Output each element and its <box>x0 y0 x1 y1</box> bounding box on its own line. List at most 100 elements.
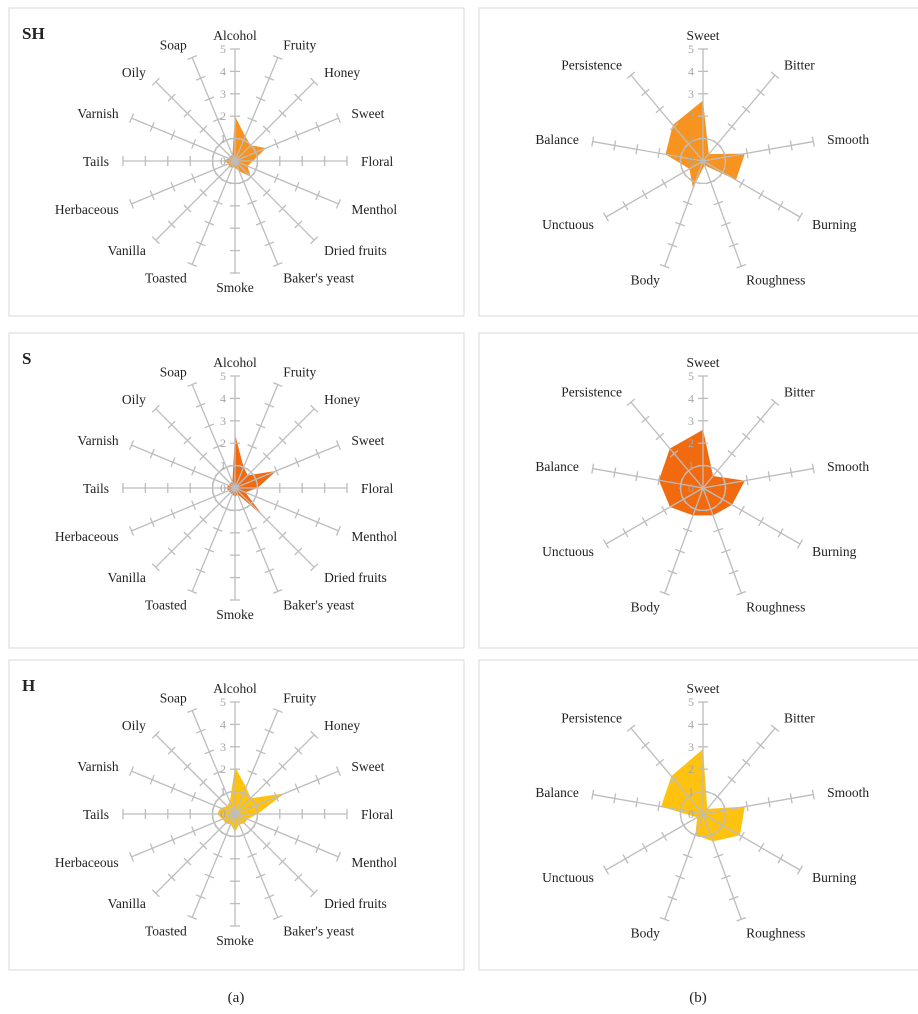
axis-tick <box>661 831 668 842</box>
axis-tick <box>191 791 197 802</box>
axis-tick <box>170 457 176 468</box>
axis-tick <box>294 873 303 882</box>
axis-tick <box>335 198 341 209</box>
axis-tick <box>170 130 176 141</box>
axis-tick <box>199 125 208 134</box>
axis-tick <box>187 708 198 714</box>
axis-label: Dried fruits <box>324 243 387 258</box>
axis-tick <box>657 801 661 812</box>
axis-tick <box>187 588 198 594</box>
axis-label: Honey <box>324 65 360 80</box>
axis-tick <box>264 894 275 900</box>
scale-label: 5 <box>688 42 694 56</box>
axis-line <box>702 160 801 218</box>
axis-tick <box>262 125 271 134</box>
axis-label: Varnish <box>77 433 118 448</box>
scale-label: 4 <box>688 717 694 731</box>
scale-label: 0 <box>688 807 694 821</box>
axis-label: Unctuous <box>542 544 594 559</box>
axis-line <box>234 487 315 568</box>
axis-label: Floral <box>361 481 393 496</box>
axis-tick <box>713 527 724 533</box>
axis-line <box>630 74 704 162</box>
radar-chart-6: Sweet Bitter Smooth Burning Roughness Body Unc… <box>478 659 918 971</box>
axis-tick <box>187 914 198 920</box>
axis-tick <box>273 138 279 149</box>
axis-label: Oily <box>122 718 146 733</box>
axis-tick <box>675 548 685 554</box>
scale-label: 4 <box>220 64 226 78</box>
axis-tick <box>247 444 258 450</box>
scale-label: 3 <box>688 740 694 754</box>
axis-tick <box>728 895 739 901</box>
axis-tick <box>622 528 629 538</box>
axis-tick <box>591 789 595 800</box>
axis-tick <box>272 261 283 267</box>
scale-label: 2 <box>688 762 694 776</box>
axis-label: Alcohol <box>213 355 257 370</box>
axis-tick <box>659 916 670 922</box>
axis-tick <box>204 96 215 102</box>
axis-tick <box>675 221 685 227</box>
axis-label: Smoke <box>216 607 254 622</box>
axis-tick <box>294 746 303 755</box>
axis-tick <box>294 130 300 141</box>
axis-tick <box>741 432 751 441</box>
axis-tick <box>272 588 283 594</box>
axis-tick <box>212 444 223 450</box>
radar-chart-2: Sweet Bitter Smooth Burning Roughness Body Unc… <box>478 7 918 317</box>
axis-tick <box>721 874 731 880</box>
axis-tick <box>204 873 215 879</box>
axis-tick <box>613 467 617 478</box>
axis-tick <box>199 515 208 524</box>
axis-tick <box>641 415 650 424</box>
axis-tick <box>151 730 160 739</box>
axis-line <box>131 160 236 205</box>
axis-tick <box>756 741 765 750</box>
scale-label: 2 <box>220 436 226 450</box>
axis-tick <box>310 563 319 572</box>
axis-label: Body <box>631 599 661 614</box>
axis-tick <box>170 508 176 519</box>
axis-line <box>131 117 236 162</box>
axis-line <box>702 813 742 920</box>
axis-tick <box>767 144 771 155</box>
axis-label: Menthol <box>351 202 397 217</box>
axis-line <box>234 81 315 162</box>
axis-label: Sweet <box>687 681 720 696</box>
axis-label: Honey <box>324 718 360 733</box>
axis-tick <box>315 843 321 854</box>
axis-tick <box>195 894 206 900</box>
axis-tick <box>641 842 648 853</box>
chart-title: SH <box>22 24 45 43</box>
zero-ring <box>211 464 259 512</box>
axis-label: Soap <box>160 38 187 53</box>
axis-tick <box>204 423 215 429</box>
axis-tick <box>655 105 665 114</box>
axis-tick <box>796 212 804 222</box>
axis-tick <box>335 525 341 536</box>
axis-tick <box>721 548 731 554</box>
chart-title: H <box>22 676 35 695</box>
axis-label: Bitter <box>784 385 815 400</box>
axis-line <box>234 813 315 894</box>
axis-tick <box>613 140 617 151</box>
axis-line <box>702 487 801 545</box>
axis-tick <box>262 452 271 461</box>
axis-tick <box>736 590 747 596</box>
axis-tick <box>294 834 300 845</box>
axis-line <box>702 401 776 489</box>
axis-tick <box>602 865 610 875</box>
scale-label: 0 <box>220 807 226 821</box>
axis-tick <box>170 181 176 192</box>
axis-tick <box>622 854 629 864</box>
axis-tick <box>641 88 650 97</box>
axis-label: Smooth <box>827 785 869 800</box>
axis-tick <box>278 109 287 118</box>
axis-tick <box>212 199 223 205</box>
axis-tick <box>777 854 784 864</box>
axis-label: Oily <box>122 392 146 407</box>
axis-line <box>234 408 315 489</box>
axis-tick <box>335 440 341 451</box>
axis-tick <box>272 708 283 714</box>
